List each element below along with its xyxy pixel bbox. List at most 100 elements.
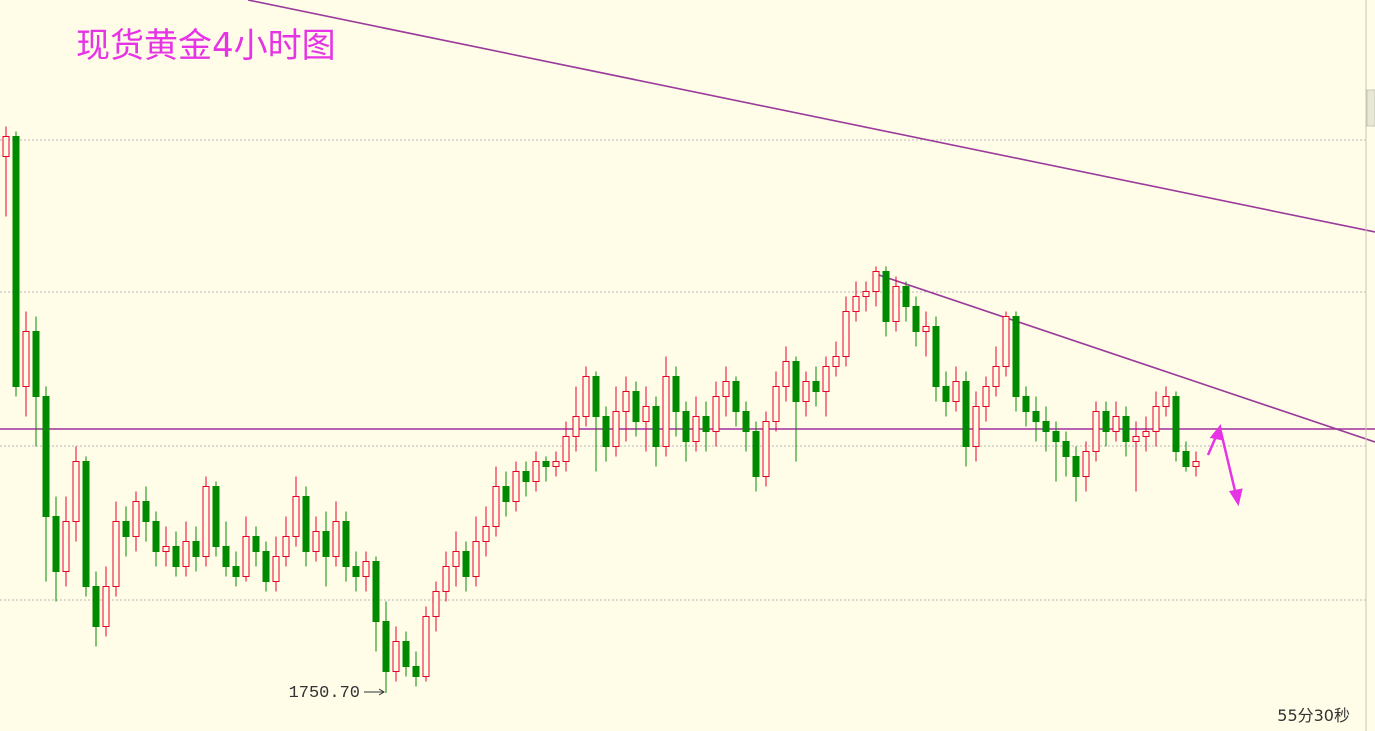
candle-body	[732, 381, 740, 412]
low-arrow-head	[378, 688, 385, 696]
candle-body	[1132, 436, 1140, 442]
candle-body	[262, 551, 270, 582]
candle-body	[392, 641, 400, 672]
candle-body	[712, 396, 720, 432]
trend-line	[247, 0, 1375, 233]
candle-body	[182, 541, 190, 567]
candle-body	[412, 666, 420, 677]
candle-body	[562, 436, 570, 462]
countdown: 55分30秒	[1277, 706, 1350, 725]
candle-body	[322, 531, 330, 557]
candle-body	[52, 516, 60, 572]
candle-body	[642, 406, 650, 422]
candle-body	[922, 326, 930, 332]
candle-body	[802, 381, 810, 402]
candle-body	[472, 541, 480, 577]
candle-body	[892, 286, 900, 322]
candle-body	[672, 376, 680, 412]
candle-body	[292, 496, 300, 537]
candle-body	[722, 381, 730, 397]
candle-body	[962, 381, 970, 447]
candle-body	[832, 356, 840, 367]
candle-body	[1062, 441, 1070, 457]
candle-body	[1082, 451, 1090, 477]
arrow-head	[1228, 488, 1243, 507]
candle-body	[812, 381, 820, 392]
candle-body	[1042, 421, 1050, 432]
candle-body	[1052, 431, 1060, 442]
candle-body	[852, 296, 860, 312]
candle-body	[552, 461, 560, 467]
candle-body	[372, 561, 380, 622]
low-annotation: 1750.70	[289, 684, 360, 703]
candle-body	[1102, 411, 1110, 432]
candle-body	[582, 376, 590, 417]
candle-body	[762, 421, 770, 477]
candle-body	[742, 411, 750, 432]
candle-body	[1182, 451, 1190, 467]
candle-body	[702, 416, 710, 432]
chart-title: 现货黄金4小时图	[76, 26, 336, 66]
candle-body	[1172, 396, 1180, 452]
candles	[2, 126, 1200, 693]
candle-body	[932, 326, 940, 387]
candle-body	[312, 531, 320, 552]
candle-body	[422, 616, 430, 677]
candle-body	[442, 566, 450, 592]
scroll-handle	[1366, 89, 1375, 127]
candle-body	[502, 486, 510, 502]
candle-body	[22, 331, 30, 387]
candle-body	[612, 411, 620, 447]
candle-body	[142, 501, 150, 522]
candle-body	[482, 526, 490, 542]
arrow-down	[1219, 431, 1238, 496]
candle-body	[752, 431, 760, 477]
candle-body	[692, 416, 700, 442]
candle-body	[222, 546, 230, 567]
candle-body	[212, 486, 220, 547]
candle-body	[572, 416, 580, 437]
candle-body	[942, 386, 950, 402]
candle-body	[362, 561, 370, 577]
candle-body	[592, 376, 600, 417]
candle-body	[132, 501, 140, 537]
candle-body	[272, 556, 280, 582]
candle-body	[662, 376, 670, 447]
candle-body	[972, 406, 980, 447]
candle-body	[302, 496, 310, 552]
candle-body	[342, 521, 350, 567]
candle-body	[492, 486, 500, 527]
candle-body	[332, 521, 340, 557]
candle-body	[62, 521, 70, 572]
candle-body	[32, 331, 40, 397]
candle-body	[252, 536, 260, 552]
candle-body	[1152, 406, 1160, 432]
candle-body	[382, 621, 390, 672]
candle-body	[42, 396, 50, 517]
candle-body	[1162, 396, 1170, 407]
candle-body	[902, 286, 910, 307]
candle-body	[632, 391, 640, 422]
candle-body	[462, 551, 470, 577]
candle-body	[792, 361, 800, 402]
candle-body	[242, 536, 250, 577]
candle-body	[162, 546, 170, 552]
candle-body	[1122, 416, 1130, 442]
candle-body	[432, 591, 440, 617]
candle-body	[772, 386, 780, 422]
candle-body	[1002, 316, 1010, 367]
candle-body	[522, 471, 530, 482]
candle-body	[1022, 396, 1030, 412]
forecast-arrows	[1206, 424, 1243, 507]
candle-body	[402, 641, 410, 667]
candle-body	[112, 521, 120, 587]
candle-body	[202, 486, 210, 557]
candle-body	[122, 521, 130, 537]
candle-body	[2, 136, 10, 157]
candle-body	[1032, 411, 1040, 422]
candle-body	[1092, 411, 1100, 452]
candle-body	[512, 471, 520, 502]
candle-body	[282, 536, 290, 557]
candle-body	[452, 551, 460, 567]
